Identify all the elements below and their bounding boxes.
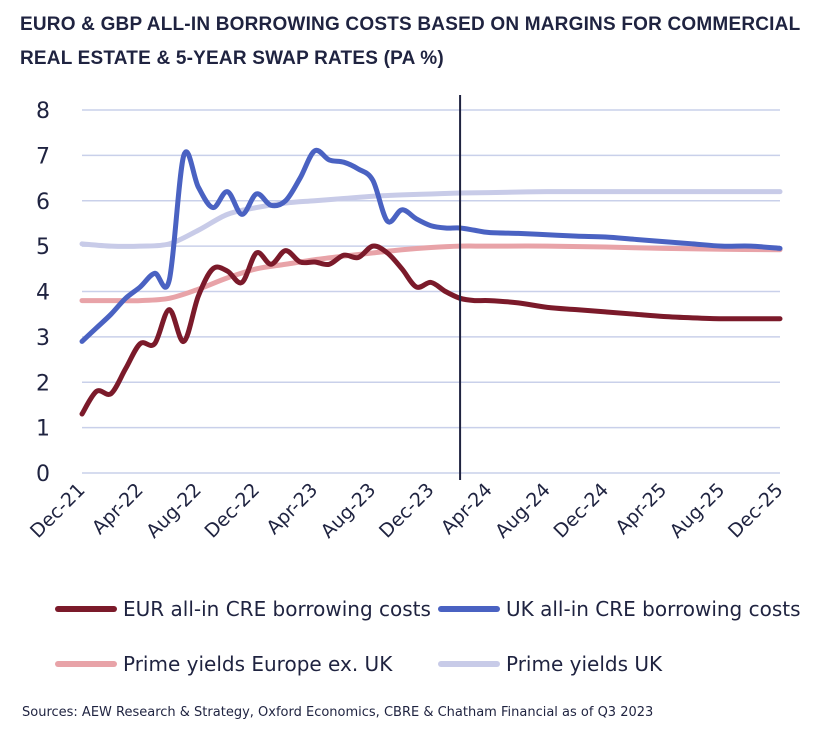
y-tick-label: 6 — [36, 190, 50, 215]
x-tick-label: Dec-25 — [724, 479, 788, 543]
series-lines — [79, 147, 783, 417]
x-axis-ticks: Dec-21Apr-22Aug-22Dec-22Apr-23Aug-23Dec-… — [26, 479, 788, 543]
gridlines — [82, 109, 780, 474]
x-tick-label: Apr-25 — [611, 479, 671, 539]
y-axis-ticks: 0 1 2 3 4 5 6 7 8 — [36, 99, 50, 487]
x-tick-label: Dec-23 — [375, 479, 439, 543]
series-line-prime-yields-europe-ex-uk — [79, 243, 783, 304]
y-tick-label: 5 — [36, 235, 50, 260]
x-tick-label: Aug-22 — [142, 479, 206, 543]
x-tick-label: Aug-24 — [491, 479, 555, 543]
y-tick-label: 0 — [36, 462, 50, 487]
series-line-eur-all-in-cre-borrowing-costs — [79, 243, 783, 417]
y-tick-label: 7 — [36, 144, 50, 169]
line-chart: 0 1 2 3 4 5 6 7 8 Dec-21Apr-22Aug-22Dec-22Apr-23… — [26, 95, 788, 543]
chart-title: EURO & GBP ALL-IN BORROWING COSTS BASED … — [20, 14, 801, 69]
y-tick-label: 8 — [36, 99, 50, 124]
y-tick-label: 3 — [36, 326, 50, 351]
x-tick-label: Apr-23 — [262, 479, 322, 539]
x-tick-label: Aug-25 — [666, 479, 730, 543]
x-tick-label: Dec-22 — [201, 479, 265, 543]
y-tick-label: 2 — [36, 371, 50, 396]
x-tick-label: Dec-21 — [26, 479, 90, 543]
series-line-prime-yields-uk — [79, 189, 783, 249]
y-tick-label: 4 — [36, 281, 50, 306]
y-tick-label: 1 — [36, 417, 50, 442]
x-tick-label: Apr-22 — [88, 479, 148, 539]
x-tick-label: Apr-24 — [437, 479, 497, 539]
x-tick-label: Dec-24 — [550, 479, 614, 543]
source-note: Sources: AEW Research & Strategy, Oxford… — [22, 705, 654, 720]
x-tick-label: Aug-23 — [317, 479, 381, 543]
series-line-uk-all-in-cre-borrowing-costs — [79, 147, 783, 344]
